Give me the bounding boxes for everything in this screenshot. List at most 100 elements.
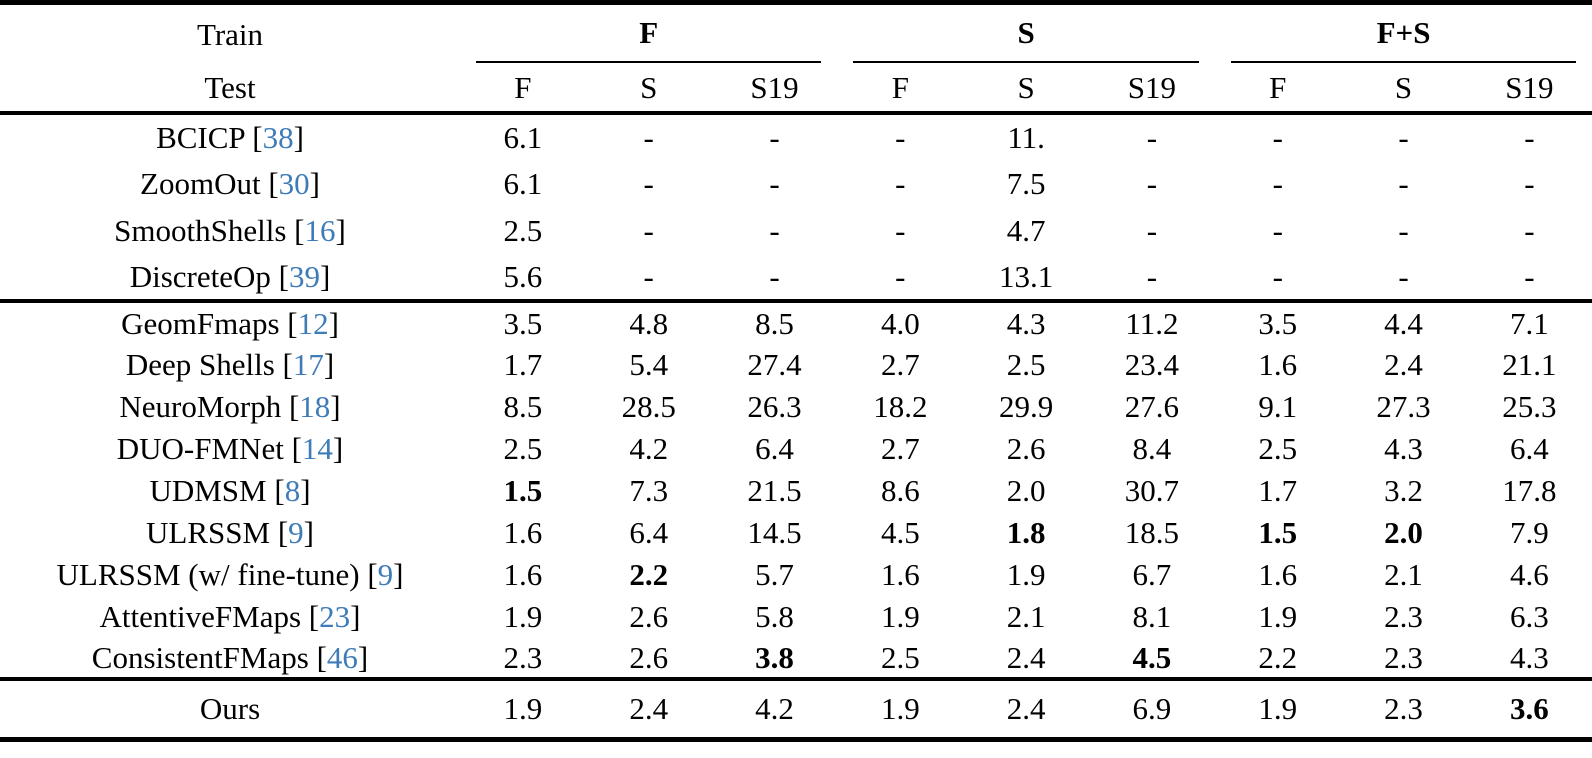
cmidrule-s xyxy=(853,61,1199,63)
metric-cell: 8.5 xyxy=(755,305,794,341)
metric-cell: 7.5 xyxy=(1006,166,1046,201)
metric-cell: 27.6 xyxy=(1124,388,1180,424)
metric-cell: 4.3 xyxy=(1509,639,1549,675)
citation-link[interactable]: 23 xyxy=(319,598,351,634)
method-cell: ConsistentFMaps [46] xyxy=(0,637,460,679)
citation-link[interactable]: 30 xyxy=(278,166,310,201)
metric-cell: 6.3 xyxy=(1509,598,1549,634)
train-group-fs: F+S xyxy=(1215,3,1592,63)
metric-cell: 2.5 xyxy=(1258,430,1298,466)
citation-bracket: ] xyxy=(357,639,369,675)
block-learning-methods: GeomFmaps [12] 3.5 4.8 8.5 4.0 4.3 11.2 3.5 4.4 7… xyxy=(0,301,1592,679)
citation-link[interactable]: 9 xyxy=(288,514,304,550)
metric-cell: 8.5 xyxy=(503,388,543,424)
citation-link[interactable]: 39 xyxy=(288,259,320,294)
citation-bracket: ] xyxy=(293,120,304,155)
method-cell: NeuroMorph [18] xyxy=(0,385,460,427)
metric-cell: 2.5 xyxy=(503,213,543,248)
metric-cell: 1.9 xyxy=(503,598,543,634)
metric-cell: 4.3 xyxy=(1006,305,1046,341)
citation-bracket: [ xyxy=(260,166,279,201)
metric-cell: - xyxy=(895,259,906,294)
table-row: BCICP [38] 6.1 - - - 11. - - - - xyxy=(0,113,1592,160)
metric-cell: 28.5 xyxy=(621,388,676,424)
test-header-row: Test F S S19 F S S19 F S S19 xyxy=(0,63,1592,113)
metric-cell: 26.3 xyxy=(747,388,802,424)
metric-cell: 3.5 xyxy=(503,305,543,341)
citation-bracket: ] xyxy=(300,472,311,508)
metric-cell: 14.5 xyxy=(747,514,802,550)
table-header: Train F S F+S xyxy=(0,3,1592,113)
citation-link[interactable]: 38 xyxy=(262,120,294,155)
metric-cell: 6.4 xyxy=(629,514,669,550)
method-cell: BCICP [38] xyxy=(0,113,460,160)
method-name: Ours xyxy=(199,691,261,727)
method-cell: AttentiveFMaps [23] xyxy=(0,595,460,637)
metric-cell: 4.5 xyxy=(1132,639,1172,675)
metric-cell: 7.9 xyxy=(1509,514,1549,550)
metric-cell: - xyxy=(769,120,780,155)
metric-cell: 4.5 xyxy=(880,514,920,550)
metric-cell: 5.8 xyxy=(755,598,794,634)
citation-link[interactable]: 18 xyxy=(299,388,331,424)
method-name: ULRSSM xyxy=(146,514,271,550)
metric-cell: - xyxy=(1398,213,1409,248)
metric-cell: 1.6 xyxy=(880,556,920,592)
metric-cell: 1.9 xyxy=(503,691,543,727)
citation-link[interactable]: 14 xyxy=(301,430,333,466)
table-row: ConsistentFMaps [46] 2.3 2.6 3.8 2.5 2.4 4.5 2.… xyxy=(0,637,1592,679)
metric-cell: 2.3 xyxy=(1384,691,1423,727)
metric-cell: 13.1 xyxy=(998,259,1054,294)
metric-cell: - xyxy=(643,166,654,201)
test-col-f-f: F xyxy=(514,69,532,105)
test-col-s-s19: S19 xyxy=(1127,69,1177,105)
method-cell: ULRSSM [9] xyxy=(0,511,460,553)
citation-link[interactable]: 8 xyxy=(284,472,301,508)
metric-cell: 2.2 xyxy=(629,556,669,592)
train-label: Train xyxy=(196,16,264,52)
metric-cell: - xyxy=(1272,213,1283,248)
metric-cell: 1.7 xyxy=(1258,472,1298,508)
citation-link[interactable]: 9 xyxy=(377,556,394,592)
method-cell: UDMSM [8] xyxy=(0,469,460,511)
metric-cell: 30.7 xyxy=(1124,472,1180,508)
metric-cell: 2.5 xyxy=(1006,346,1046,382)
metric-cell: 1.6 xyxy=(1258,346,1298,382)
metric-cell: 3.5 xyxy=(1258,305,1298,341)
metric-cell: 6.7 xyxy=(1132,556,1172,592)
metric-cell: 2.0 xyxy=(1006,472,1046,508)
citation-bracket: [ xyxy=(281,388,300,424)
metric-cell: 2.4 xyxy=(1384,346,1423,382)
method-cell: GeomFmaps [12] xyxy=(0,301,460,343)
citation-link[interactable]: 12 xyxy=(297,305,329,341)
table-row: NeuroMorph [18] 8.5 28.5 26.3 18.2 29.9 27.6 9.… xyxy=(0,385,1592,427)
metric-cell: - xyxy=(1272,166,1283,201)
method-name: DiscreteOp xyxy=(129,259,271,294)
metric-cell: - xyxy=(1524,259,1535,294)
citation-link[interactable]: 46 xyxy=(326,639,358,675)
train-group-s: S xyxy=(837,3,1214,63)
block-ours: Ours 1.9 2.4 4.2 1.9 2.4 6.9 1.9 2.3 3.6 xyxy=(0,679,1592,739)
metric-cell: 6.4 xyxy=(1509,430,1549,466)
metric-cell: 2.7 xyxy=(880,430,920,466)
metric-cell: 4.0 xyxy=(880,305,920,341)
table-row: AttentiveFMaps [23] 1.9 2.6 5.8 1.9 2.1 8.1 1.9… xyxy=(0,595,1592,637)
method-cell: Ours xyxy=(0,679,460,739)
metric-cell: 1.8 xyxy=(1006,514,1046,550)
test-col-f-s: S xyxy=(640,69,658,105)
metric-cell: 3.2 xyxy=(1384,472,1423,508)
metric-cell: 7.1 xyxy=(1509,305,1549,341)
metric-cell: - xyxy=(643,213,654,248)
metric-cell: 4.7 xyxy=(1006,213,1046,248)
metric-cell: 18.2 xyxy=(873,388,928,424)
citation-link[interactable]: 16 xyxy=(304,213,336,248)
metric-cell: - xyxy=(1146,166,1158,201)
metric-cell: 1.9 xyxy=(880,691,920,727)
metric-cell: 1.9 xyxy=(1258,598,1298,634)
citation-link[interactable]: 17 xyxy=(292,346,324,382)
metric-cell: 2.3 xyxy=(1384,639,1423,675)
metric-cell: 2.6 xyxy=(1006,430,1046,466)
method-cell: ZoomOut [30] xyxy=(0,160,460,207)
metric-cell: 2.5 xyxy=(503,430,543,466)
metric-cell: 2.0 xyxy=(1384,514,1423,550)
